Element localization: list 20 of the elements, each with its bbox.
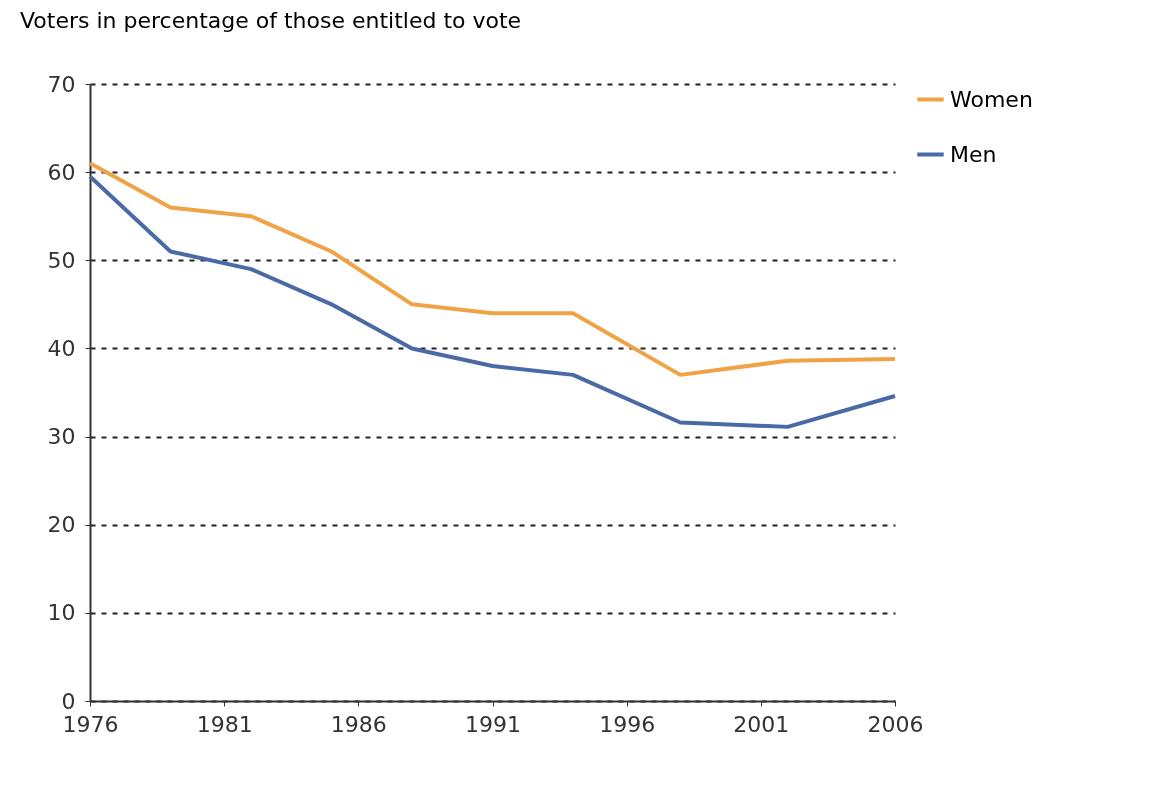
chart-title: Voters in percentage of those entitled to vote [20, 8, 522, 33]
x-tick-label: 2006 [867, 711, 924, 737]
y-tick-label: 20 [47, 512, 76, 538]
legend-label: Men [950, 141, 997, 167]
y-tick-label: 30 [47, 424, 76, 450]
line-series [88, 161, 897, 377]
x-tick-label: 1981 [196, 711, 253, 737]
x-tick-label: 1976 [62, 711, 119, 737]
x-tick-label: 1991 [465, 711, 521, 737]
x-tick-label: 2001 [733, 711, 790, 737]
y-tick-label: 70 [47, 71, 76, 97]
y-tick-label: 60 [47, 159, 76, 185]
y-tick-label: 50 [47, 247, 76, 273]
legend-label: Women [950, 86, 1033, 112]
y-tick-label: 0 [61, 688, 76, 714]
line-series [88, 174, 897, 429]
x-tick-label: 1996 [599, 711, 656, 737]
y-tick-label: 10 [47, 600, 76, 626]
x-tick-label: 1986 [330, 711, 387, 737]
y-tick-label: 40 [47, 335, 76, 361]
